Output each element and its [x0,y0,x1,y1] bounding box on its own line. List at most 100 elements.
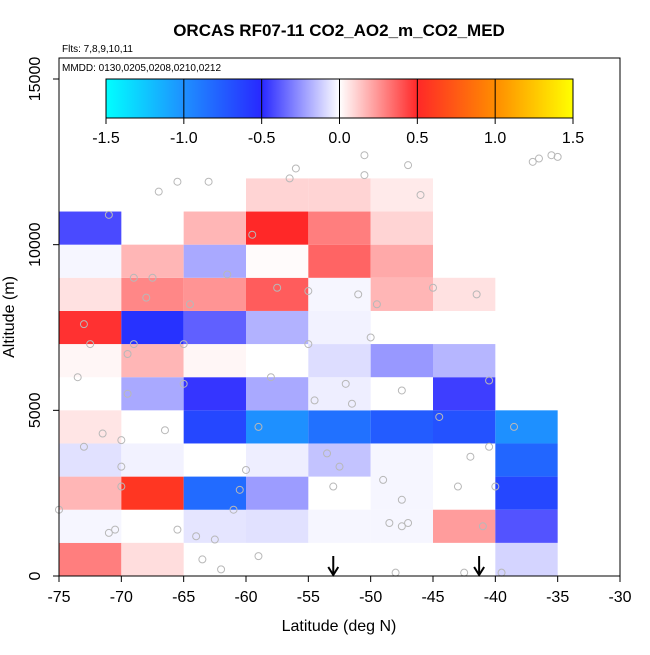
flight-point [360,151,369,160]
heatmap-cell [59,211,122,245]
colorbar: -1.5 -1.0 -0.5 0.0 0.5 1.0 1.5 [92,78,584,147]
heatmap-cell [370,476,433,510]
heatmap-cell [433,410,496,444]
flight-point [179,340,188,349]
flight-point [329,482,338,491]
flight-point [347,399,356,408]
x-tick-label: -70 [110,589,133,606]
flight-point [466,452,475,461]
heatmap-cell [121,542,184,576]
flight-point [453,482,462,491]
flight-point [98,429,107,438]
heatmap-cell [370,344,433,378]
heatmap-cell [121,244,184,278]
flight-point [117,482,126,491]
heatmap-cell [495,476,558,510]
heatmap-cell [308,310,371,345]
x-tick-label: -60 [234,589,257,606]
flight-point [210,535,219,544]
flight-point [129,273,138,282]
flight-point [248,230,257,239]
heatmap-cell [308,410,371,444]
flight-point [416,190,425,199]
heatmap-cell [59,277,122,311]
flight-point [391,568,400,577]
flight-point [404,161,413,170]
heatmap-cell [495,443,558,477]
flight-point [360,171,369,180]
heatmap-cell [246,277,309,311]
flight-point [478,522,487,531]
x-axis-label: Latitude (deg N) [282,618,397,635]
heatmap-cell [121,377,184,411]
y-tick-label: 10000 [27,222,44,267]
dates-label: MMDD: 0130,0205,0208,0210,0212 [62,63,221,74]
flight-point [198,555,207,564]
flight-point [104,210,113,219]
arrow-head [327,566,340,577]
heatmap-cell [370,410,433,444]
flight-point [117,436,126,445]
heatmap-cell [246,310,309,345]
heatmap-cell [121,443,184,477]
heatmap-cell [59,344,122,378]
x-tick-label: -55 [297,589,320,606]
heatmap-cell [183,277,246,311]
flight-point [229,505,238,514]
heatmap-cell [121,344,184,378]
heatmap-cell [183,244,246,278]
heatmap-cell [59,542,122,576]
flight-point [404,518,413,527]
heatmap-cell [308,178,371,212]
flight-point [79,320,88,329]
flight-point [385,518,394,527]
colorbar-tick-label: 1.0 [484,130,506,147]
heatmap-cell [246,443,309,477]
heatmap-cell [183,310,246,345]
flight-point [553,152,562,161]
flight-point [341,379,350,388]
heatmap-cell [246,178,309,212]
heatmap-cell [308,509,371,543]
y-axis-label: Altitude (m) [1,276,18,358]
flight-point [142,293,151,302]
heatmap-cell [495,509,558,543]
x-tick-label: -45 [421,589,444,606]
flight-point [485,376,494,385]
flight-point [254,422,263,431]
flight-point [117,462,126,471]
flight-point [123,389,132,398]
flight-point [366,333,375,342]
y-tick-label: 15000 [27,57,44,102]
heatmap-cells [59,178,558,576]
flight-point [335,462,344,471]
heatmap-cell [59,410,122,444]
flight-point [223,270,232,279]
heatmap-cell [308,443,371,477]
heatmap-cell [246,377,309,411]
x-axis: -75 -70 -65 -60 -55 -50 -45 -40 -35 -30 [47,576,632,606]
heatmap-cell [59,244,122,278]
heatmap-cell [183,377,246,411]
heatmap-cell [121,277,184,311]
flight-point [235,485,244,494]
heatmap-cell [433,277,496,311]
flights-label: Flts: 7,8,9,10,11 [62,44,133,55]
heatmap-cell [308,244,371,278]
flight-point [173,525,182,534]
heatmap-cell [433,344,496,378]
colorbar-tick-label: -0.5 [248,130,276,147]
x-tick-label: -30 [608,589,631,606]
colorbar-tick-label: -1.5 [92,130,120,147]
flight-point [460,568,469,577]
flight-point [154,187,163,196]
flight-point [435,412,444,421]
flight-point [372,300,381,309]
chart-title: ORCAS RF07-11 CO2_AO2_m_CO2_MED [173,21,505,40]
heatmap-cell [370,509,433,543]
heatmap-cell [370,443,433,477]
heatmap-cell [121,476,184,510]
heatmap-cell [370,178,433,212]
flight-point [304,287,313,296]
